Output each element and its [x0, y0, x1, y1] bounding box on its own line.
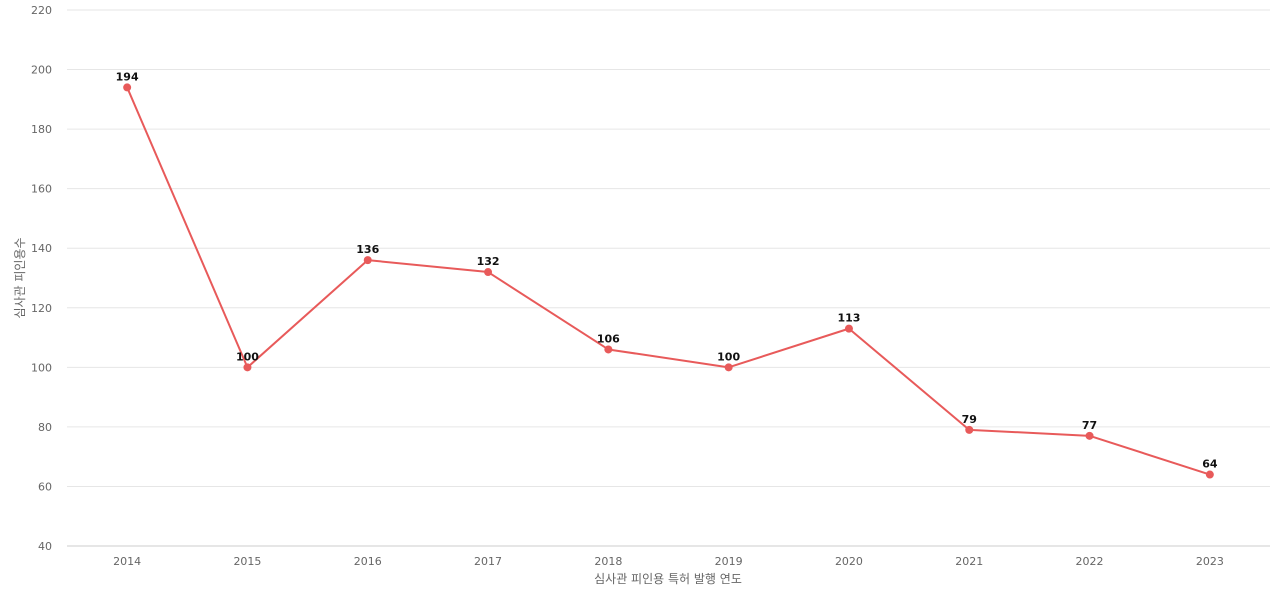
label-layer: 194 100 136 132 106 100 113 79 77 64 [116, 70, 1218, 470]
data-point[interactable] [123, 83, 132, 92]
x-tick-label: 2016 [354, 555, 382, 568]
y-tick-label: 40 [38, 540, 52, 553]
data-label: 194 [116, 70, 139, 83]
x-tick-label: 2019 [715, 555, 743, 568]
data-label: 100 [717, 350, 740, 363]
grid-layer [67, 9, 1270, 487]
data-point[interactable] [604, 345, 613, 354]
data-point[interactable] [1085, 431, 1094, 440]
data-label: 136 [356, 243, 379, 256]
data-point[interactable] [243, 363, 252, 372]
y-tick-label: 220 [31, 4, 52, 17]
series-line [126, 87, 1211, 476]
x-tick-label: 2021 [955, 555, 983, 568]
x-tick-label: 2020 [835, 555, 863, 568]
series-layer [123, 83, 1214, 479]
data-label: 100 [236, 350, 259, 363]
y-tick-label: 80 [38, 421, 52, 434]
axis-layer: 40 60 80 100 120 140 160 180 200 220 2014 2015 2016 2… [31, 4, 1270, 568]
y-tick-label: 100 [31, 361, 52, 374]
y-tick-label: 180 [31, 123, 52, 136]
x-axis-title: 심사관 피인용 특허 발행 연도 [594, 571, 742, 586]
y-axis-title: 심사관 피인용수 [13, 237, 27, 318]
data-point[interactable] [724, 363, 733, 372]
x-tick-label: 2023 [1196, 555, 1224, 568]
x-tick-label: 2015 [233, 555, 261, 568]
data-label: 64 [1202, 458, 1218, 471]
y-tick-label: 160 [31, 183, 52, 196]
x-tick-label: 2017 [474, 555, 502, 568]
data-label: 113 [837, 312, 860, 325]
data-point[interactable] [844, 324, 853, 333]
x-tick-label: 2018 [594, 555, 622, 568]
data-label: 77 [1082, 419, 1097, 432]
data-label: 79 [962, 413, 977, 426]
x-tick-label: 2022 [1076, 555, 1104, 568]
data-label: 132 [477, 255, 500, 268]
data-point[interactable] [1205, 470, 1214, 479]
y-tick-label: 200 [31, 64, 52, 77]
y-tick-label: 120 [31, 302, 52, 315]
y-tick-label: 60 [38, 480, 52, 493]
data-point[interactable] [363, 256, 372, 265]
y-tick-label: 140 [31, 242, 52, 255]
data-point[interactable] [484, 268, 493, 277]
x-tick-label: 2014 [113, 555, 141, 568]
data-point[interactable] [965, 425, 974, 434]
data-label: 106 [597, 332, 620, 345]
